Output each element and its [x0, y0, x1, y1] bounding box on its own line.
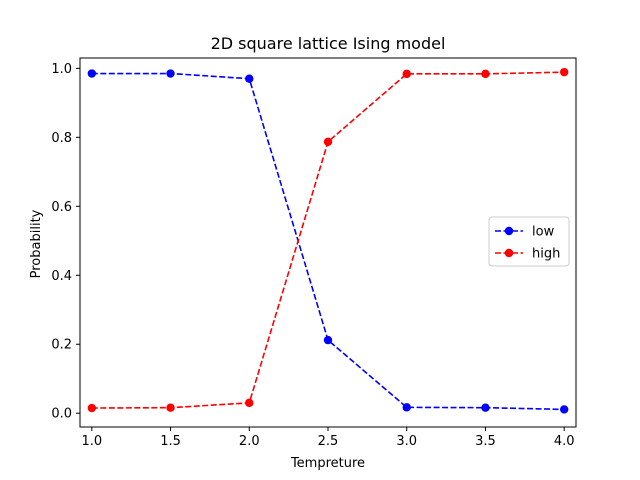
y-axis-ticks: 0.0 0.2 0.4 0.6 0.8 1.0 [51, 62, 80, 422]
x-tick-label: 1.0 [81, 434, 102, 449]
y-tick-label: 1.0 [51, 62, 72, 77]
legend-marker-high [504, 248, 514, 258]
x-axis-ticks: 1.0 1.5 2.0 2.5 3.0 3.5 4.0 [81, 427, 575, 449]
data-point-low [402, 403, 411, 412]
data-point-high [245, 398, 254, 408]
data-point-low [323, 335, 333, 345]
data-point-high [166, 403, 175, 412]
legend: low high [488, 216, 570, 267]
y-tick-label: 0.4 [51, 269, 72, 284]
y-axis-label: Probability [29, 209, 44, 278]
legend-label-high: high [532, 247, 560, 262]
x-tick-label: 1.5 [160, 434, 181, 449]
x-tick-label: 3.0 [396, 434, 417, 449]
x-axis-label: Tempreture [290, 456, 365, 471]
data-point-high [323, 137, 333, 147]
series-layer [87, 67, 569, 414]
data-point-low [245, 74, 254, 83]
y-tick-label: 0.2 [51, 338, 72, 353]
y-tick-label: 0.8 [51, 131, 72, 146]
chart-title: 2D square lattice Ising model [211, 34, 446, 53]
legend-label-low: low [532, 225, 555, 240]
data-point-high [481, 69, 490, 79]
x-tick-label: 4.0 [554, 434, 575, 449]
x-tick-label: 2.0 [239, 434, 260, 449]
data-point-low [559, 405, 569, 414]
y-tick-label: 0.6 [51, 200, 72, 215]
data-point-low [87, 69, 97, 78]
data-point-high [402, 69, 411, 79]
y-tick-label: 0.0 [51, 407, 72, 422]
data-point-high [559, 67, 569, 77]
data-point-low [481, 403, 490, 412]
legend-marker-low [504, 226, 514, 236]
data-point-high [87, 403, 97, 413]
data-point-low [166, 69, 175, 78]
x-tick-label: 3.5 [475, 434, 496, 449]
x-tick-label: 2.5 [318, 434, 339, 449]
